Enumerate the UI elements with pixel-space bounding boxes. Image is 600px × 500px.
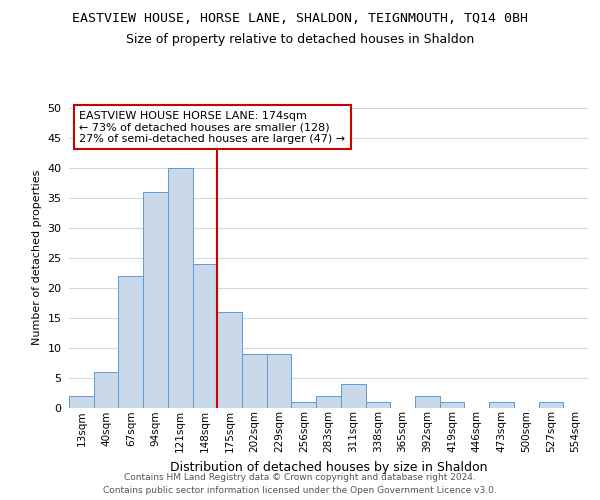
Text: EASTVIEW HOUSE, HORSE LANE, SHALDON, TEIGNMOUTH, TQ14 0BH: EASTVIEW HOUSE, HORSE LANE, SHALDON, TEI… [72, 12, 528, 26]
Y-axis label: Number of detached properties: Number of detached properties [32, 170, 41, 345]
Bar [415, 396, 440, 407]
Bar [94, 372, 118, 408]
Bar [168, 168, 193, 408]
Bar [242, 354, 267, 408]
Text: EASTVIEW HOUSE HORSE LANE: 174sqm
← 73% of detached houses are smaller (128)
27%: EASTVIEW HOUSE HORSE LANE: 174sqm ← 73% … [79, 110, 346, 144]
Text: Contains HM Land Registry data © Crown copyright and database right 2024.: Contains HM Land Registry data © Crown c… [124, 472, 476, 482]
Bar [292, 402, 316, 407]
Bar [539, 402, 563, 407]
Bar [118, 276, 143, 407]
Text: Contains public sector information licensed under the Open Government Licence v3: Contains public sector information licen… [103, 486, 497, 495]
Bar [341, 384, 365, 407]
Bar [217, 312, 242, 408]
Bar [316, 396, 341, 407]
Bar [69, 396, 94, 407]
Bar [489, 402, 514, 407]
Bar [365, 402, 390, 407]
X-axis label: Distribution of detached houses by size in Shaldon: Distribution of detached houses by size … [170, 460, 487, 473]
Bar [193, 264, 217, 408]
Bar [440, 402, 464, 407]
Bar [267, 354, 292, 408]
Text: Size of property relative to detached houses in Shaldon: Size of property relative to detached ho… [126, 32, 474, 46]
Bar [143, 192, 168, 408]
